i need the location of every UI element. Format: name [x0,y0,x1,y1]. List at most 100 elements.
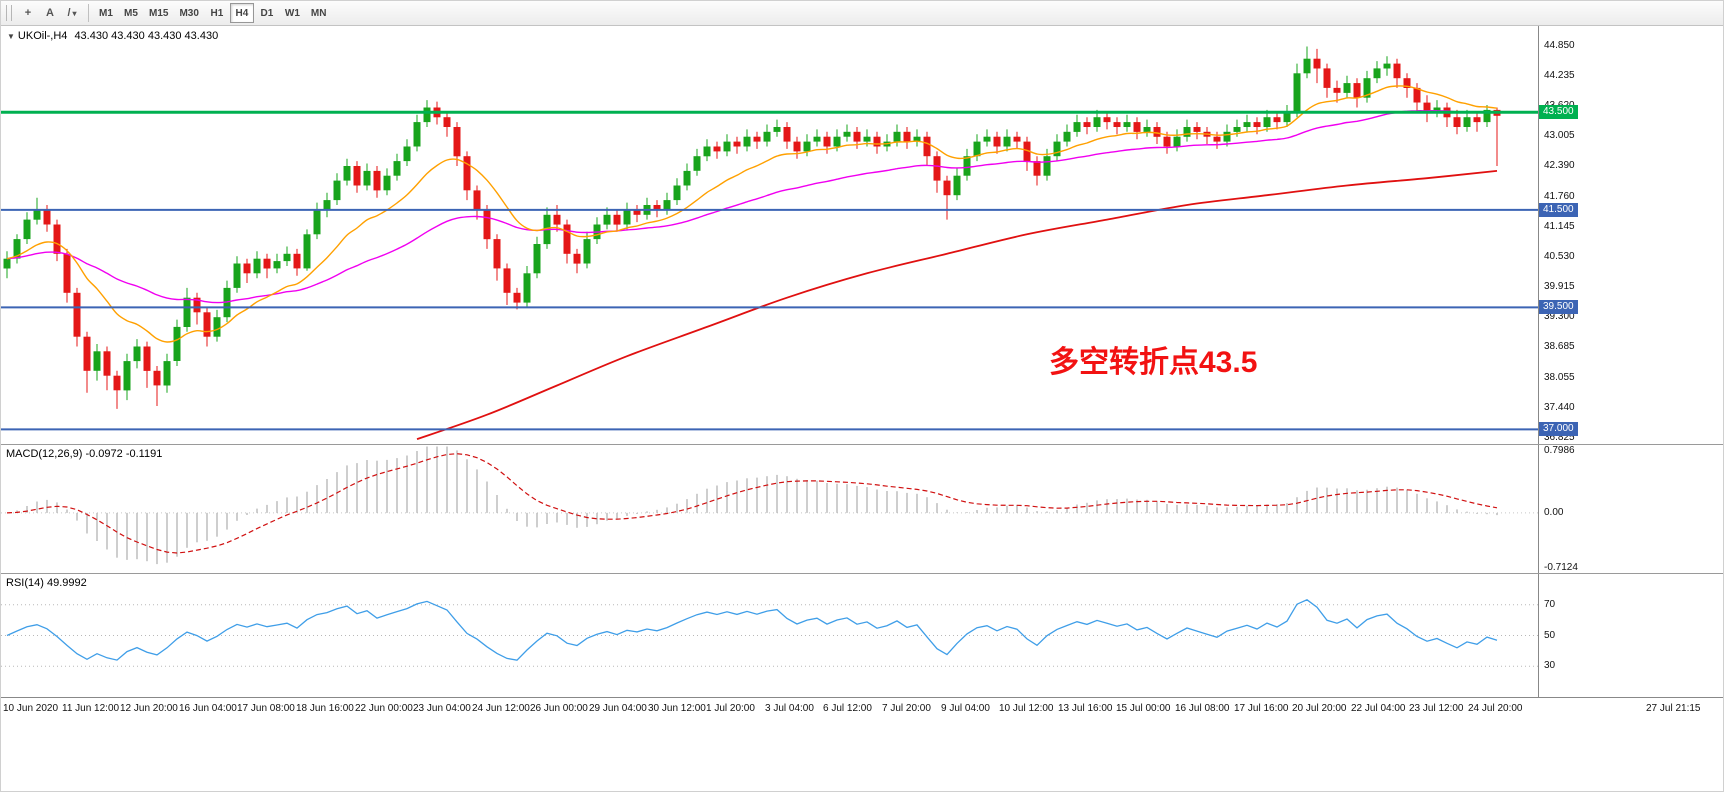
time-axis-label: 9 Jul 04:00 [941,703,990,714]
candle-up [893,131,901,142]
candle-down [1353,83,1361,98]
candle-down [1033,161,1041,176]
candle-up [183,297,191,327]
candlestick-chart[interactable] [1,26,1538,444]
macd-chart[interactable] [1,445,1538,573]
price-level-tag: 37.000 [1539,422,1578,436]
candle-down [1323,68,1331,88]
candle-up [363,170,371,186]
time-axis-label: 22 Jun 00:00 [355,703,413,714]
candle-down [1013,136,1021,142]
time-axis-label: 24 Jul 20:00 [1468,703,1523,714]
macd-axis-label: 0.7986 [1544,445,1575,456]
candle-down [873,136,881,147]
price-axis-label: 40.530 [1544,251,1575,262]
candle-down [613,214,621,225]
price-axis-label: 43.005 [1544,130,1575,141]
timeframe-button-d1[interactable]: D1 [255,3,279,23]
price-axis[interactable]: 43.50041.50039.50037.00044.85044.23543.6… [1538,26,1723,697]
candle-down [1213,136,1221,142]
candle-down [73,292,81,337]
rsi-axis-label: 50 [1544,630,1556,641]
candle-up [283,253,291,262]
candle-down [1473,117,1481,123]
candle-up [1063,131,1071,142]
candle-up [23,219,31,240]
timeframe-button-mn[interactable]: MN [306,3,332,23]
timeframe-button-h1[interactable]: H1 [205,3,229,23]
candle-up [1143,127,1151,132]
timeframe-button-w1[interactable]: W1 [280,3,305,23]
candle-down [1393,63,1401,79]
candle-up [953,175,961,196]
panel-separator[interactable] [1,573,1723,574]
candle-up [1283,112,1291,123]
candle-down [653,205,661,210]
candle-down [563,224,571,254]
candle-down [53,224,61,254]
text-tool-button[interactable]: A [39,3,61,23]
candle-up [1373,68,1381,79]
candle-up [673,185,681,201]
candle-down [103,351,111,376]
panel-separator[interactable] [1,444,1723,445]
price-axis-label: 36.825 [1544,432,1575,443]
candle-down [463,156,471,191]
candle-up [1173,136,1181,147]
candle-up [913,136,921,142]
candle-up [313,209,321,235]
candle-up [1223,131,1231,142]
expander-triangle-icon[interactable]: ▼ [7,32,15,41]
candle-up [743,136,751,147]
candle-down [473,190,481,210]
timeframe-button-m15[interactable]: M15 [144,3,173,23]
candle-up [303,234,311,269]
candle-down [1313,58,1321,69]
candle-up [663,200,671,210]
objects-tool-button[interactable]: / ▾ [61,3,83,23]
candle-up [963,156,971,176]
ma-medium-line [6,109,1498,304]
crosshair-tool-button[interactable]: + [17,3,39,23]
candle-up [1053,141,1061,157]
candle-up [523,273,531,303]
ohlc-quote: 43.430 43.430 43.430 43.430 [74,30,219,42]
candle-down [153,370,161,386]
candle-up [403,146,411,162]
candle-up [423,107,431,123]
candle-down [493,239,501,269]
candle-down [83,336,91,371]
timeframe-button-m1[interactable]: M1 [94,3,118,23]
candle-down [823,136,831,147]
timeframe-buttons: M1 M5 M15 M30 H1 H4 D1 W1 MN [94,3,331,23]
candle-up [973,141,981,157]
candle-up [213,317,221,337]
price-axis-label: 42.390 [1544,160,1575,171]
candle-down [513,292,521,303]
timeframe-button-m30[interactable]: M30 [174,3,203,23]
rsi-line [6,599,1498,661]
candle-up [1363,78,1371,98]
chart-header: ▼ UKOil-,H4 43.430 43.430 43.430 43.430 [7,30,218,42]
candle-up [413,122,421,147]
timeframe-button-m5[interactable]: M5 [119,3,143,23]
time-axis-label: 10 Jun 2020 [3,703,59,714]
candle-up [983,136,991,142]
rsi-chart[interactable] [1,574,1538,697]
candle-down [1333,87,1341,93]
ma-slow-line [416,170,1498,440]
time-axis-label: 6 Jul 12:00 [823,703,872,714]
time-axis[interactable]: 10 Jun 2020 11 Jun 12:00 12 Jun 20:00 16 Ju… [1,697,1723,722]
candle-up [253,258,261,274]
price-axis-label: 38.685 [1544,341,1575,352]
price-level-tag: 39.500 [1539,300,1578,314]
candle-down [1413,87,1421,103]
timeframe-button-h4[interactable]: H4 [229,3,254,23]
candle-down [793,141,801,152]
candle-down [353,166,361,186]
price-axis-label: 37.440 [1544,402,1575,413]
toolbar-grip[interactable] [6,5,12,21]
candle-down [713,146,721,152]
candle-down [143,346,151,371]
